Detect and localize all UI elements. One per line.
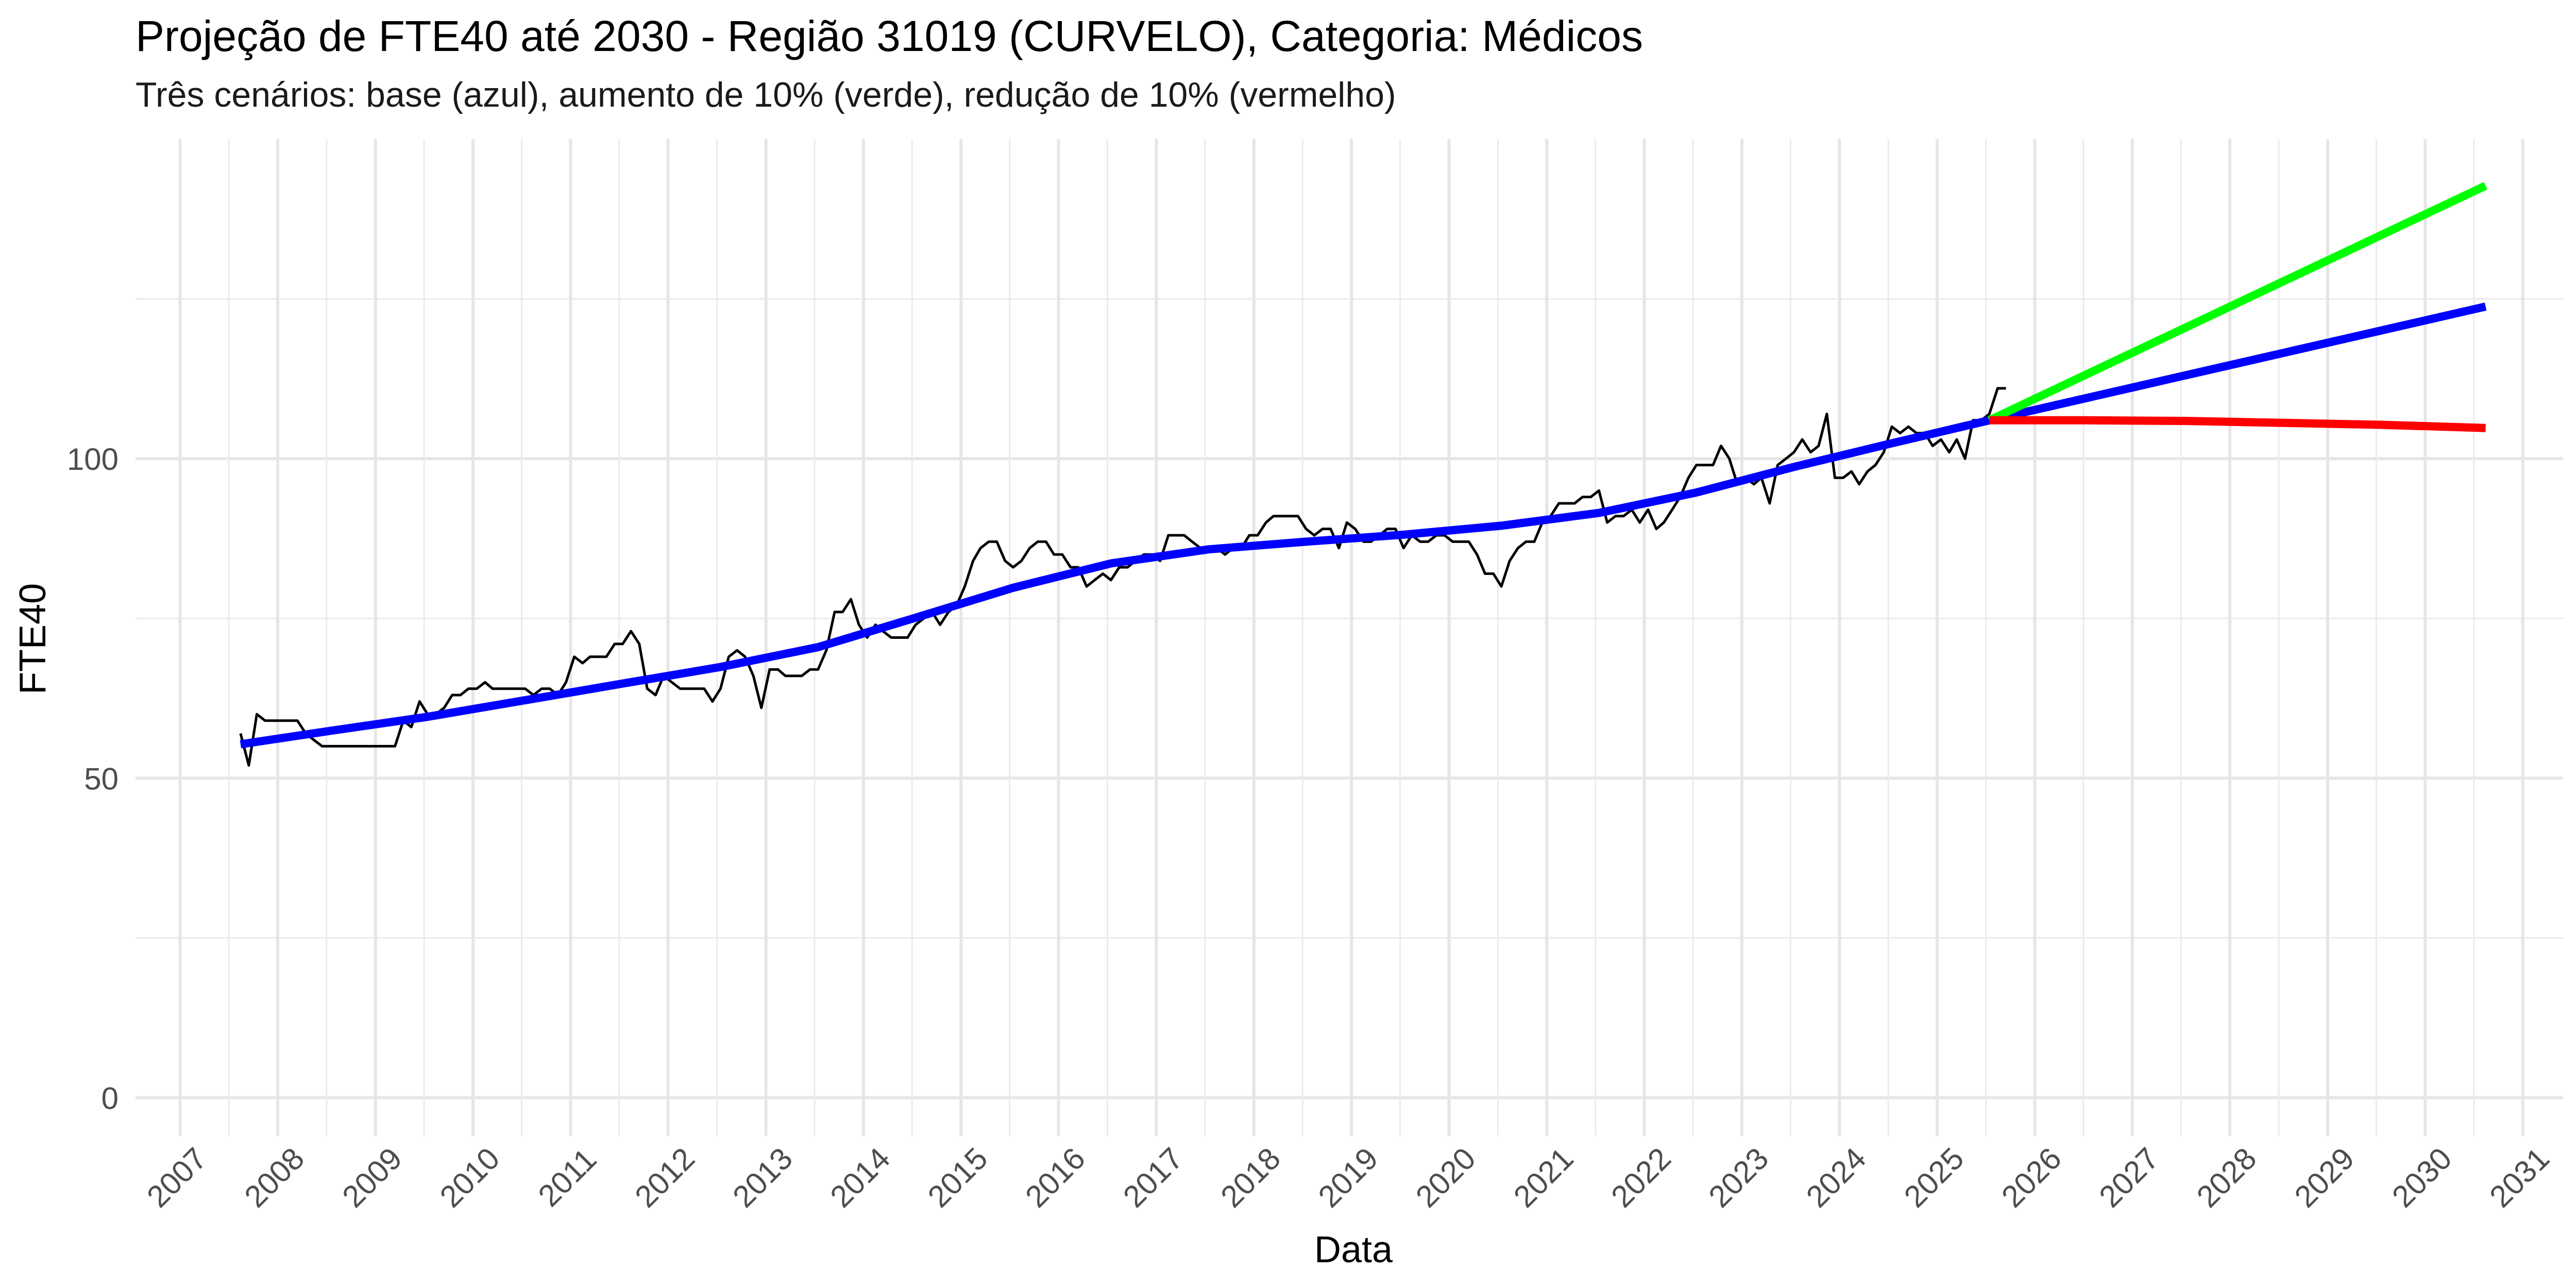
x-tick-label: 2020 [1409,1141,1482,1214]
y-tick-label: 50 [84,761,118,796]
x-tick-label: 2027 [2092,1141,2165,1214]
y-tick-label: 0 [101,1081,118,1116]
x-tick-label: 2015 [921,1141,994,1214]
x-tick-label: 2016 [1019,1141,1092,1214]
y-tick-label: 100 [67,442,118,477]
x-tick-label: 2011 [532,1142,603,1213]
x-tick-label: 2026 [1995,1141,2068,1214]
y-tick-labels: 0 50 100 [67,442,118,1115]
x-tick-labels: 2007 2008 2009 2010 2011 2012 2013 2014 2015 2016… [140,1141,2556,1214]
series-line-0 [239,387,2006,767]
x-tick-label: 2031 [2483,1141,2556,1214]
x-tick-label: 2018 [1214,1141,1287,1214]
x-axis-label: Data [1314,1229,1393,1270]
x-tick-label: 2024 [1800,1141,1873,1214]
series-line-3 [1989,416,2486,432]
x-tick-label: 2023 [1702,1141,1775,1214]
y-axis-label: FTE40 [12,583,54,694]
x-tick-label: 2014 [824,1141,897,1214]
series-lines [239,182,2488,767]
x-tick-label: 2019 [1312,1141,1385,1214]
x-tick-label: 2025 [1897,1141,1971,1214]
x-tick-label: 2029 [2288,1141,2361,1214]
x-tick-label: 2010 [433,1141,506,1214]
x-tick-label: 2012 [628,1141,701,1214]
gridlines [135,139,2563,1136]
x-tick-label: 2009 [335,1141,409,1214]
series-line-2 [1987,182,2488,425]
x-tick-label: 2030 [2385,1141,2459,1214]
x-tick-label: 2013 [726,1141,799,1214]
x-tick-label: 2008 [238,1141,311,1214]
x-tick-label: 2017 [1116,1141,1190,1214]
chart-subtitle: Três cenários: base (azul), aumento de 1… [135,75,1396,114]
x-tick-label: 2007 [140,1141,213,1214]
x-tick-label: 2021 [1507,1141,1580,1214]
x-tick-label: 2022 [1604,1141,1677,1214]
x-tick-label: 2028 [2190,1141,2263,1214]
chart-title: Projeção de FTE40 até 2030 - Região 3101… [135,12,1643,60]
series-line-1 [240,302,2487,749]
